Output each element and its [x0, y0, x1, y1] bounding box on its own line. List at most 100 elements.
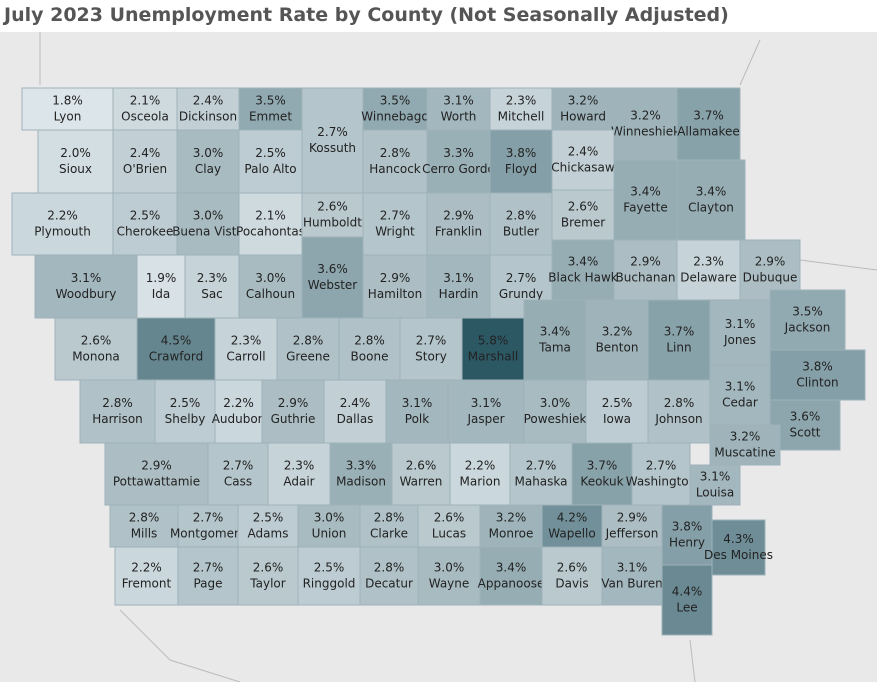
county-name: Marshall	[468, 350, 519, 364]
county-name: Wapello	[548, 527, 595, 541]
county-rate: 2.8%	[129, 511, 160, 525]
county-rate: 2.2%	[223, 396, 254, 410]
county-name: Pocahontas	[236, 225, 305, 239]
county	[676, 159, 746, 241]
county-rate: 2.2%	[465, 459, 496, 473]
county-rate: 2.6%	[81, 334, 112, 348]
county	[417, 546, 481, 606]
county-name: Washington	[626, 475, 697, 489]
county-rate: 3.2%	[730, 430, 761, 444]
county-rate: 2.6%	[568, 200, 599, 214]
county-rate: 2.4%	[193, 94, 224, 108]
county-name: Buchanan	[616, 271, 676, 285]
county-rate: 2.9%	[617, 511, 648, 525]
county-name: Lee	[676, 601, 697, 615]
county-name: Mills	[131, 527, 158, 541]
county	[523, 379, 587, 444]
county-name: Allamakee	[677, 125, 740, 139]
county-name: Warren	[400, 475, 443, 489]
county-name: Dickinson	[179, 110, 237, 124]
county-name: Wayne	[429, 577, 470, 591]
county	[479, 504, 543, 548]
county	[237, 546, 299, 606]
county	[362, 129, 428, 194]
county-name: Marion	[460, 475, 501, 489]
county-name: Winnebago	[361, 110, 428, 124]
county-rate: 2.9%	[443, 209, 474, 223]
county-name: Clarke	[370, 527, 408, 541]
county-name: Buena Vista	[172, 225, 244, 239]
county-name: Franklin	[435, 225, 482, 239]
county-name: Pottawattamie	[113, 475, 200, 489]
county-rate: 4.5%	[161, 334, 192, 348]
county-rate: 2.2%	[131, 561, 162, 575]
county-name: Keokuk	[580, 475, 623, 489]
county-name: Jefferson	[605, 527, 659, 541]
county-name: Carroll	[226, 350, 265, 364]
county-rate: 2.8%	[374, 511, 405, 525]
county-rate: 3.3%	[346, 459, 377, 473]
county-rate: 3.6%	[790, 410, 821, 424]
county-name: Lyon	[54, 110, 82, 124]
county-rate: 2.6%	[434, 511, 465, 525]
county-name: Emmet	[249, 110, 292, 124]
county	[711, 519, 766, 576]
map-title: July 2023 Unemployment Rate by County (N…	[4, 4, 729, 26]
county-rate: 3.1%	[700, 470, 731, 484]
county-rate: 2.5%	[130, 209, 161, 223]
county-rate: 3.0%	[193, 146, 224, 160]
county	[676, 239, 741, 301]
county-name: Dubuque	[743, 271, 798, 285]
county-rate: 3.7%	[693, 109, 724, 123]
county-rate: 2.4%	[130, 146, 161, 160]
county-name: Louisa	[696, 486, 734, 500]
county-name: Chickasaw	[551, 161, 615, 175]
county-name: Mahaska	[514, 475, 567, 489]
county-rate: 3.0%	[255, 271, 286, 285]
county	[21, 87, 114, 131]
county-name: Van Buren	[601, 577, 663, 591]
county-name: Delaware	[680, 271, 737, 285]
county	[676, 87, 741, 161]
county-name: Fremont	[122, 577, 172, 591]
county-rate: 1.8%	[52, 94, 83, 108]
county-name: Scott	[790, 426, 821, 440]
county-rate: 2.8%	[374, 561, 405, 575]
county-name: Woodbury	[56, 287, 117, 301]
county	[362, 254, 428, 319]
county	[391, 442, 451, 506]
county-rate: 2.1%	[130, 94, 161, 108]
county-rate: 3.2%	[568, 94, 599, 108]
county-rate: 3.1%	[443, 271, 474, 285]
county-name: Jasper	[466, 412, 504, 426]
county-name: Grundy	[499, 287, 543, 301]
county-rate: 2.7%	[317, 125, 348, 139]
county-rate: 2.6%	[253, 561, 284, 575]
county-name: Jackson	[784, 321, 831, 335]
county-rate: 2.2%	[47, 209, 78, 223]
county	[11, 192, 114, 256]
county-name: Union	[312, 527, 347, 541]
county-name: Floyd	[505, 162, 537, 176]
county	[323, 379, 387, 444]
county-name: Cerro Gordo	[422, 162, 495, 176]
county-name: Wright	[375, 225, 415, 239]
county-name: Worth	[441, 110, 477, 124]
county-name: Palo Alto	[244, 162, 296, 176]
county-rate: 3.1%	[725, 380, 756, 394]
county-name: Ringgold	[303, 577, 356, 591]
county-rate: 2.5%	[314, 561, 345, 575]
county	[709, 424, 781, 466]
county-name: Montgomery	[170, 527, 246, 541]
county-rate: 2.0%	[60, 146, 91, 160]
county	[37, 129, 114, 194]
county-name: Fayette	[623, 201, 667, 215]
county	[447, 379, 525, 444]
county-name: Dallas	[337, 412, 374, 426]
county-name: Humboldt	[303, 216, 362, 230]
county-rate: 3.1%	[617, 561, 648, 575]
county-name: Clay	[195, 162, 221, 176]
county-name: Ida	[152, 287, 171, 301]
county-name: Appanoose	[478, 577, 545, 591]
